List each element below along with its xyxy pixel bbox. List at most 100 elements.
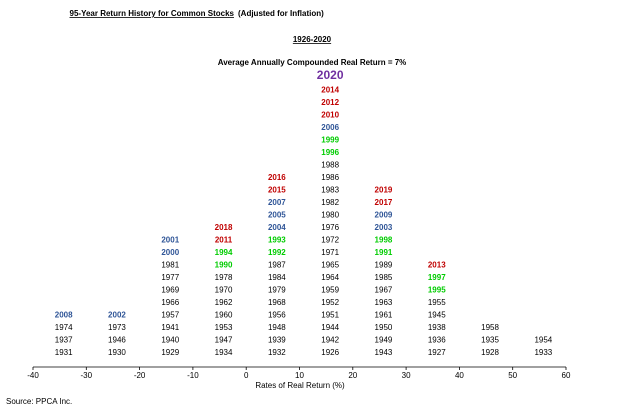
x-tick-label: 20	[348, 371, 357, 380]
year-label: 2001	[161, 236, 179, 245]
year-column: 1943 1949 1950 1961 1963 1967 1985 1989 1991 1998…	[375, 186, 393, 358]
x-tick-label: -30	[81, 371, 93, 380]
year-label: 1965	[321, 261, 339, 270]
year-label: 1944	[321, 323, 339, 332]
year-label: 1974	[55, 323, 73, 332]
x-tick-label: 30	[402, 371, 411, 380]
year-label: 1941	[161, 323, 179, 332]
year-label: 1984	[268, 273, 286, 282]
year-label: 1999	[321, 136, 339, 145]
year-label: 2014	[321, 86, 339, 95]
year-label: 1948	[268, 323, 286, 332]
year-label: 1993	[268, 236, 286, 245]
year-label: 2000	[161, 248, 179, 257]
year-label: 1980	[321, 211, 339, 220]
year-column: 1926 1942 1944 1951 1952 1959 1964 1965 1971 1972…	[317, 68, 344, 357]
year-label: 2016	[268, 173, 286, 182]
year-label: 2020	[317, 68, 344, 82]
x-tick-label: 0	[244, 371, 249, 380]
year-label: 1936	[428, 336, 446, 345]
year-label: 2017	[375, 198, 393, 207]
year-label: 1930	[108, 348, 126, 357]
year-label: 1947	[215, 336, 233, 345]
year-label: 1945	[428, 311, 446, 320]
year-label: 1973	[108, 323, 126, 332]
year-label: 1987	[268, 261, 286, 270]
year-label: 1981	[161, 261, 179, 270]
year-label: 1982	[321, 198, 339, 207]
year-label: 1953	[215, 323, 233, 332]
chart-title: 95-Year Return History for Common Stocks	[70, 9, 235, 18]
subtitle: 1926-2020	[293, 35, 332, 44]
year-column: 1934 1947 1953 1960 1962 1970 1978 1990 1994 2011…	[215, 223, 233, 357]
year-label: 1979	[268, 286, 286, 295]
year-label: 1989	[375, 261, 393, 270]
annotation: Average Annually Compounded Real Return …	[218, 58, 407, 67]
year-label: 1963	[375, 298, 393, 307]
x-tick-label: 40	[455, 371, 464, 380]
year-label: 1961	[375, 311, 393, 320]
year-label: 1929	[161, 348, 179, 357]
year-label: 2004	[268, 223, 286, 232]
year-label: 1927	[428, 348, 446, 357]
year-label: 2010	[321, 111, 339, 120]
year-label: 2006	[321, 123, 339, 132]
year-label: 1968	[268, 298, 286, 307]
year-label: 1931	[55, 348, 73, 357]
year-label: 1978	[215, 273, 233, 282]
year-label: 1934	[215, 348, 233, 357]
year-column: 1928 1935 1958	[481, 323, 499, 357]
year-label: 2005	[268, 211, 286, 220]
x-tick-label: 10	[295, 371, 304, 380]
year-label: 1977	[161, 273, 179, 282]
year-label: 1938	[428, 323, 446, 332]
year-label: 1983	[321, 186, 339, 195]
year-label: 1966	[161, 298, 179, 307]
year-label: 2015	[268, 186, 286, 195]
year-label: 1942	[321, 336, 339, 345]
year-label: 2019	[375, 186, 393, 195]
x-axis-label: Rates of Real Return (%)	[255, 381, 345, 390]
year-label: 1952	[321, 298, 339, 307]
x-tick-label: -20	[134, 371, 146, 380]
year-label: 1943	[375, 348, 393, 357]
year-label: 2011	[215, 236, 233, 245]
year-label: 1970	[215, 286, 233, 295]
title-note: (Adjusted for Inflation)	[238, 9, 324, 18]
year-label: 1958	[481, 323, 499, 332]
year-label: 1954	[534, 336, 552, 345]
year-label: 1990	[215, 261, 233, 270]
year-label: 2018	[215, 223, 233, 232]
year-label: 1964	[321, 273, 339, 282]
year-label: 2008	[55, 311, 73, 320]
year-label: 1959	[321, 286, 339, 295]
year-label: 2002	[108, 311, 126, 320]
year-label: 2003	[375, 223, 393, 232]
year-label: 1951	[321, 311, 339, 320]
x-tick-label: -10	[187, 371, 199, 380]
year-column: 1931 1937 1974 2008	[55, 311, 73, 358]
year-label: 1937	[55, 336, 73, 345]
year-column: 1927 1936 1938 1945 1955 1995 1997 2013	[428, 261, 446, 358]
year-label: 1950	[375, 323, 393, 332]
year-label: 1946	[108, 336, 126, 345]
year-label: 1997	[428, 273, 446, 282]
year-label: 1940	[161, 336, 179, 345]
x-tick-label: 60	[562, 371, 571, 380]
year-label: 1933	[534, 348, 552, 357]
year-label: 1932	[268, 348, 286, 357]
year-label: 1996	[321, 148, 339, 157]
year-column: 1932 1939 1948 1956 1968 1979 1984 1987 1992 1993…	[268, 173, 286, 357]
year-label: 1995	[428, 286, 446, 295]
year-label: 1976	[321, 223, 339, 232]
x-tick-label: -40	[27, 371, 39, 380]
year-label: 1926	[321, 348, 339, 357]
year-label: 2013	[428, 261, 446, 270]
year-label: 1949	[375, 336, 393, 345]
year-label: 1991	[375, 248, 393, 257]
year-label: 1928	[481, 348, 499, 357]
year-column: 1930 1946 1973 2002	[108, 311, 126, 358]
year-label: 1971	[321, 248, 339, 257]
year-label: 1986	[321, 173, 339, 182]
year-label: 1988	[321, 161, 339, 170]
